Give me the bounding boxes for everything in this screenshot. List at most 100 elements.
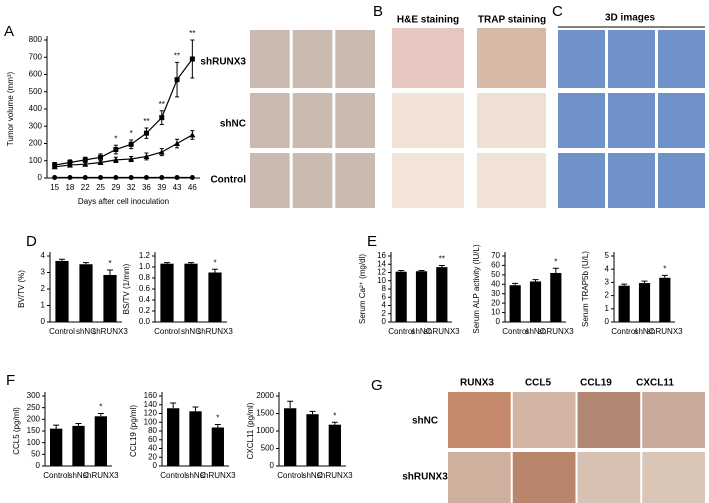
y-axis-label: Serum ALP activity (IU/L): [472, 244, 481, 334]
y-tick-label: 500: [261, 444, 275, 453]
x-tick-label: Control: [160, 471, 186, 480]
marker: [113, 174, 119, 180]
bar: [184, 263, 198, 322]
y-tick-label: 8: [382, 284, 387, 293]
marker: [128, 174, 134, 180]
y-tick-label: 0: [382, 317, 387, 326]
y-tick-label: 1000: [256, 426, 274, 435]
y-tick-label: 100: [144, 417, 158, 426]
y-tick-label: 400: [29, 104, 43, 113]
row-label: Control: [210, 175, 246, 186]
y-tick-label: 3: [605, 278, 610, 287]
marker: [189, 56, 195, 62]
y-tick-label: 50: [491, 270, 500, 279]
x-tick-label: Control: [43, 471, 69, 480]
y-tick-label: 70: [491, 251, 500, 260]
y-tick-label: 40: [148, 444, 157, 453]
error-bar: [552, 267, 559, 273]
photo: [448, 452, 511, 503]
x-tick-label: 25: [96, 183, 105, 192]
x-tick-label: shRUNX3: [424, 327, 460, 336]
y-tick-label: 0: [153, 461, 158, 470]
error-bar: [398, 269, 405, 272]
panel-label: G: [371, 377, 383, 394]
y-tick-label: 20: [148, 452, 157, 461]
significance: *: [554, 257, 557, 266]
error-bar: [75, 423, 82, 426]
marker: [51, 163, 58, 170]
bar: [509, 285, 521, 322]
x-tick-label: shRUNX3: [92, 327, 128, 336]
y-tick-label: 4: [41, 251, 46, 260]
significance: **: [189, 29, 195, 38]
bar: [72, 425, 85, 466]
bar: [436, 267, 448, 322]
x-tick-label: 43: [173, 183, 182, 192]
photo: [250, 30, 290, 88]
x-tick-label: shNC: [185, 471, 205, 480]
y-tick-label: 200: [27, 414, 41, 423]
error-bar: [59, 258, 65, 261]
y-tick-label: 250: [27, 403, 41, 412]
bar: [103, 274, 117, 322]
panel-label: A: [4, 23, 14, 40]
y-tick-label: 10: [491, 308, 500, 317]
x-tick-label: 15: [50, 183, 59, 192]
y-tick-label: 14: [377, 259, 386, 268]
y-tick-label: 2: [41, 284, 46, 293]
error-bar: [212, 268, 218, 273]
photo: [292, 153, 333, 208]
y-tick-label: 0: [36, 461, 41, 470]
photo: [448, 392, 511, 448]
column-header: H&E staining: [397, 15, 459, 26]
y-tick-label: 120: [144, 409, 158, 418]
y-tick-label: 700: [29, 52, 43, 61]
significance: *: [663, 265, 666, 274]
error-bar: [532, 279, 539, 282]
error-bar: [107, 269, 113, 275]
photo: [642, 452, 705, 503]
marker: [143, 130, 149, 136]
bar: [55, 260, 69, 322]
y-tick-label: 100: [29, 156, 43, 165]
bar: [284, 408, 297, 466]
error-bar: [621, 283, 628, 286]
y-tick-label: 0.8: [139, 273, 151, 282]
significance: *: [99, 403, 102, 412]
marker: [52, 174, 58, 180]
y-tick-label: 0: [605, 317, 610, 326]
photo: [608, 30, 655, 88]
error-bar: [192, 406, 199, 412]
error-bar: [53, 424, 60, 429]
bar: [79, 264, 93, 322]
row-label: shNC: [220, 119, 246, 130]
marker: [143, 174, 149, 180]
photo: [292, 93, 333, 148]
photo: [292, 30, 333, 88]
photo: [642, 392, 705, 448]
photo: [392, 93, 464, 148]
y-axis-label: BS/TV (1/mm): [122, 263, 131, 314]
bar: [415, 271, 428, 322]
marker: [159, 174, 165, 180]
bar: [395, 271, 407, 322]
x-tick-label: 32: [127, 183, 136, 192]
column-header: CXCL11: [636, 378, 674, 389]
significance: **: [159, 100, 165, 109]
error-bar: [641, 280, 648, 284]
y-tick-label: 2: [382, 309, 387, 318]
y-axis-label: CCL19 (pg/ml): [129, 405, 138, 457]
bar: [50, 428, 63, 466]
x-tick-label: shNC: [68, 471, 88, 480]
marker: [98, 174, 104, 180]
x-tick-label: 46: [188, 183, 197, 192]
marker: [67, 174, 73, 180]
y-tick-label: 80: [148, 426, 157, 435]
y-tick-label: 5: [605, 251, 610, 260]
marker: [158, 149, 165, 155]
y-tick-label: 1.0: [139, 262, 151, 271]
panel-label: C: [552, 3, 563, 20]
photo: [335, 93, 375, 148]
y-tick-label: 300: [27, 391, 41, 400]
